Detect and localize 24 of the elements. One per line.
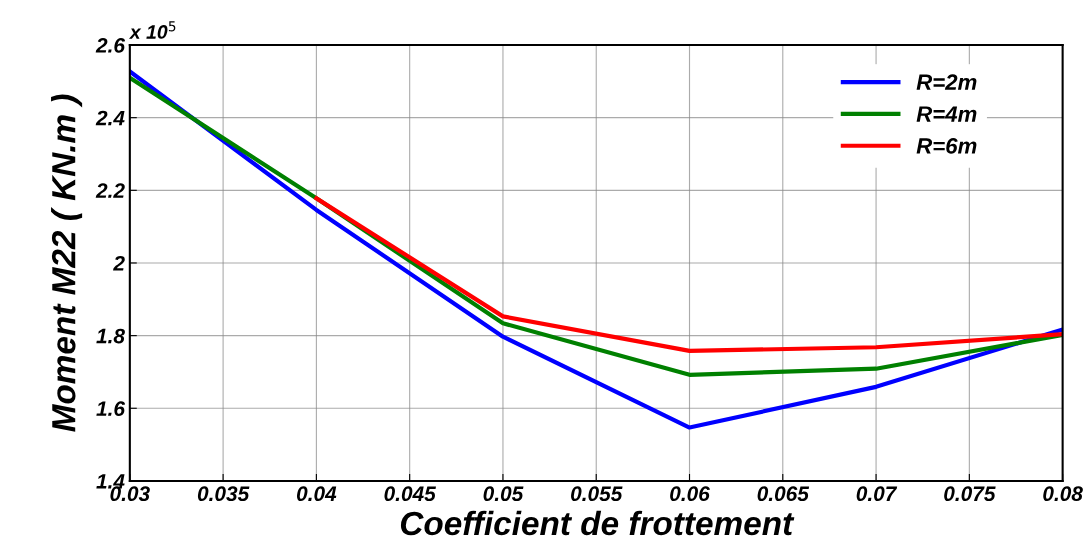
y-tick-label: 2.6 [95, 38, 126, 53]
y-tick-label: 2.2 [95, 183, 125, 198]
y-tick-label: 2 [113, 255, 125, 271]
y-axis-title: Moment M22 ( KN.m ) [51, 94, 83, 432]
x-tick-label: 0.075 [944, 486, 996, 502]
x-tick-label: 0.08 [1043, 486, 1083, 502]
text: x 10$^{5}$ [128, 21, 176, 39]
line-series [129, 75, 1063, 377]
x-tick-label: 0.07 [856, 486, 898, 502]
y-tick-label: 1.6 [96, 401, 126, 417]
x-tick-label: 0.035 [197, 486, 250, 502]
legend-label: R=6m [916, 137, 977, 154]
legend-label: R=4m [916, 106, 977, 122]
x-tick-label: 0.045 [384, 486, 436, 502]
x-tick-label: 0.04 [296, 486, 337, 502]
y-tick-label: 1.8 [96, 328, 125, 344]
legend-label: R=2m [916, 74, 977, 90]
line-series [314, 196, 1063, 353]
x-tick-label: 0.065 [757, 486, 810, 502]
y-tick-label: 2.4 [95, 110, 125, 126]
x-tick-label: 0.06 [670, 486, 710, 502]
x-axis-title: Coefficient de frottement [400, 510, 795, 536]
x-tick-label: 0.05 [483, 486, 524, 502]
x-tick-label: 0.055 [571, 486, 623, 502]
